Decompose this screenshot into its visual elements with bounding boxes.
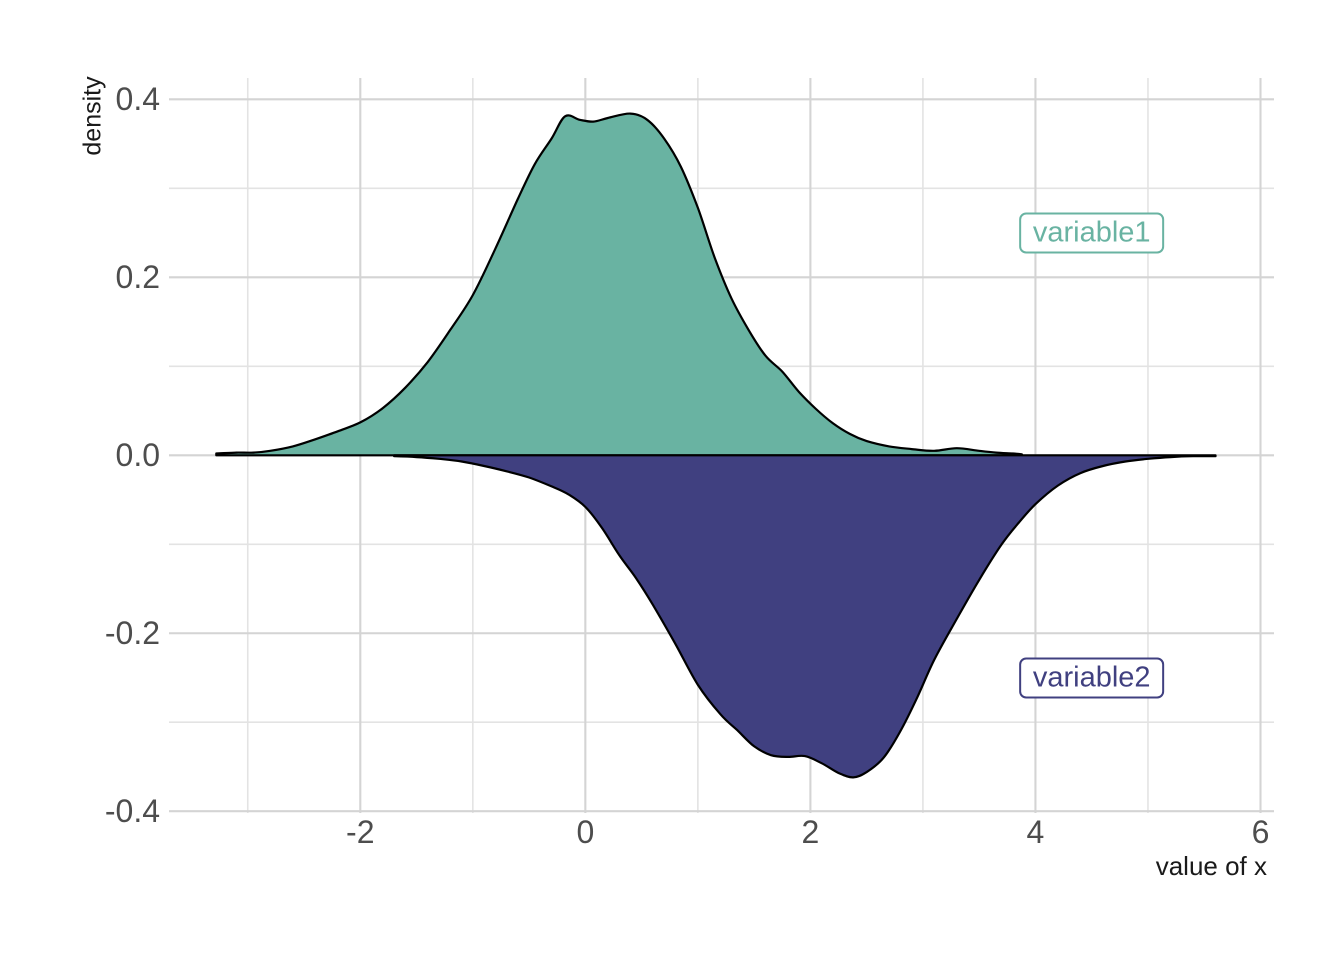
y-tick-label: 0.4 (115, 81, 160, 118)
x-tick-label: 4 (1026, 814, 1045, 850)
density-area-variable2 (393, 454, 1217, 779)
x-tick-label: 6 (1251, 814, 1270, 850)
x-tick-label: -2 (346, 814, 375, 850)
x-axis-title: value of x (1155, 851, 1267, 881)
x-tick-label: 0 (576, 814, 595, 850)
y-tick-label: 0.0 (115, 437, 160, 474)
y-tick-label: -0.2 (104, 615, 160, 652)
x-tick-label: 2 (801, 814, 820, 850)
series-label-variable2: variable2 (1018, 657, 1165, 699)
density-area-variable1 (215, 112, 1023, 457)
series-label-variable1: variable1 (1018, 212, 1165, 254)
y-tick-label: -0.4 (104, 793, 160, 830)
density-areas (215, 112, 1217, 779)
y-tick-label: 0.2 (115, 259, 160, 296)
